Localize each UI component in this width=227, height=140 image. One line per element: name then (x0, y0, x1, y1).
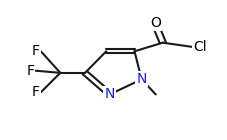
Text: O: O (150, 16, 160, 30)
Text: N: N (104, 87, 114, 101)
Text: F: F (31, 85, 39, 99)
Text: F: F (26, 64, 34, 78)
Text: N: N (136, 72, 146, 86)
Text: Cl: Cl (192, 40, 206, 54)
Text: F: F (31, 44, 39, 58)
